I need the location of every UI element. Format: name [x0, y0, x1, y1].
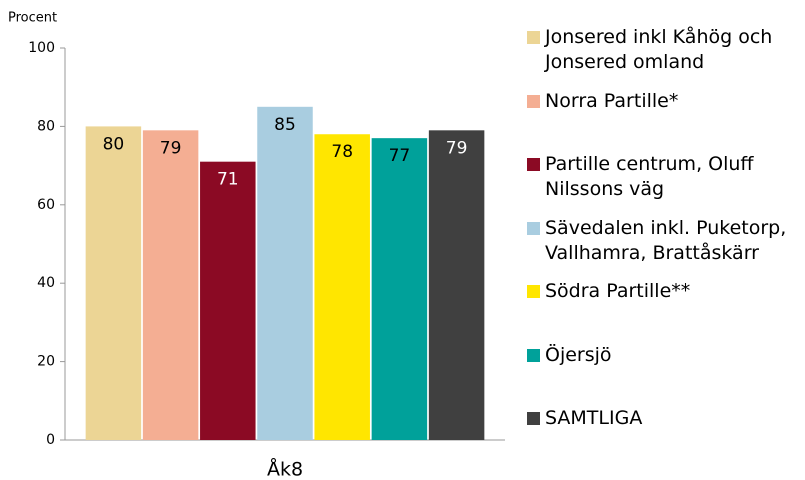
data-label: 77: [389, 146, 411, 166]
y-tick-label: 100: [28, 40, 55, 56]
data-label: 79: [160, 138, 182, 158]
y-tick-label: 60: [37, 197, 55, 213]
legend-label: SAMTLIGA: [545, 407, 643, 429]
legend-swatch: [527, 94, 540, 108]
legend-swatch: [527, 158, 540, 171]
legend-label: Jonsered inkl Kåhög och Jonsered omland: [545, 26, 773, 73]
data-label: 71: [217, 170, 239, 190]
y-axis-label: Procent: [8, 11, 57, 26]
legend-label: Sävedalen inkl. Puketorp, Vallhamra, Bra…: [545, 216, 787, 264]
data-label: 78: [331, 142, 353, 162]
bar: [371, 138, 428, 440]
bar: [142, 130, 199, 440]
y-tick-label: 20: [37, 354, 55, 370]
bar: [428, 130, 485, 440]
bar: [200, 161, 256, 440]
legend-swatch: [527, 31, 540, 44]
y-tick-label: 0: [46, 432, 55, 448]
bar: [257, 106, 313, 441]
legend-label: Södra Partille**: [545, 280, 691, 302]
legend-swatch: [527, 285, 540, 298]
y-tick-label: 40: [37, 275, 55, 291]
legend-item: Norra Partille*: [527, 89, 802, 114]
legend-label: Partille centrum, Oluff Nilssons väg: [545, 153, 754, 200]
legend-label: Öjersjö: [545, 343, 612, 366]
data-label: 79: [446, 138, 468, 158]
bar: [314, 134, 370, 441]
legend-swatch: [527, 221, 540, 235]
legend-item: Jonsered inkl Kåhög och Jonsered omland: [527, 25, 802, 75]
x-tick-label: Åk8: [267, 458, 303, 480]
legend-label: Norra Partille*: [545, 89, 679, 112]
legend-swatch: [527, 412, 540, 425]
bar: [85, 126, 142, 441]
data-label: 85: [274, 115, 296, 135]
legend-item: Partille centrum, Oluff Nilssons väg: [527, 152, 802, 202]
legend-item: SAMTLIGA: [527, 406, 802, 431]
y-tick-label: 80: [37, 118, 55, 134]
data-label: 80: [103, 134, 125, 154]
legend-item: Södra Partille**: [527, 279, 802, 304]
legend-swatch: [527, 348, 540, 362]
legend-item: Öjersjö: [527, 343, 802, 368]
legend-item: Sävedalen inkl. Puketorp, Vallhamra, Bra…: [527, 216, 802, 266]
